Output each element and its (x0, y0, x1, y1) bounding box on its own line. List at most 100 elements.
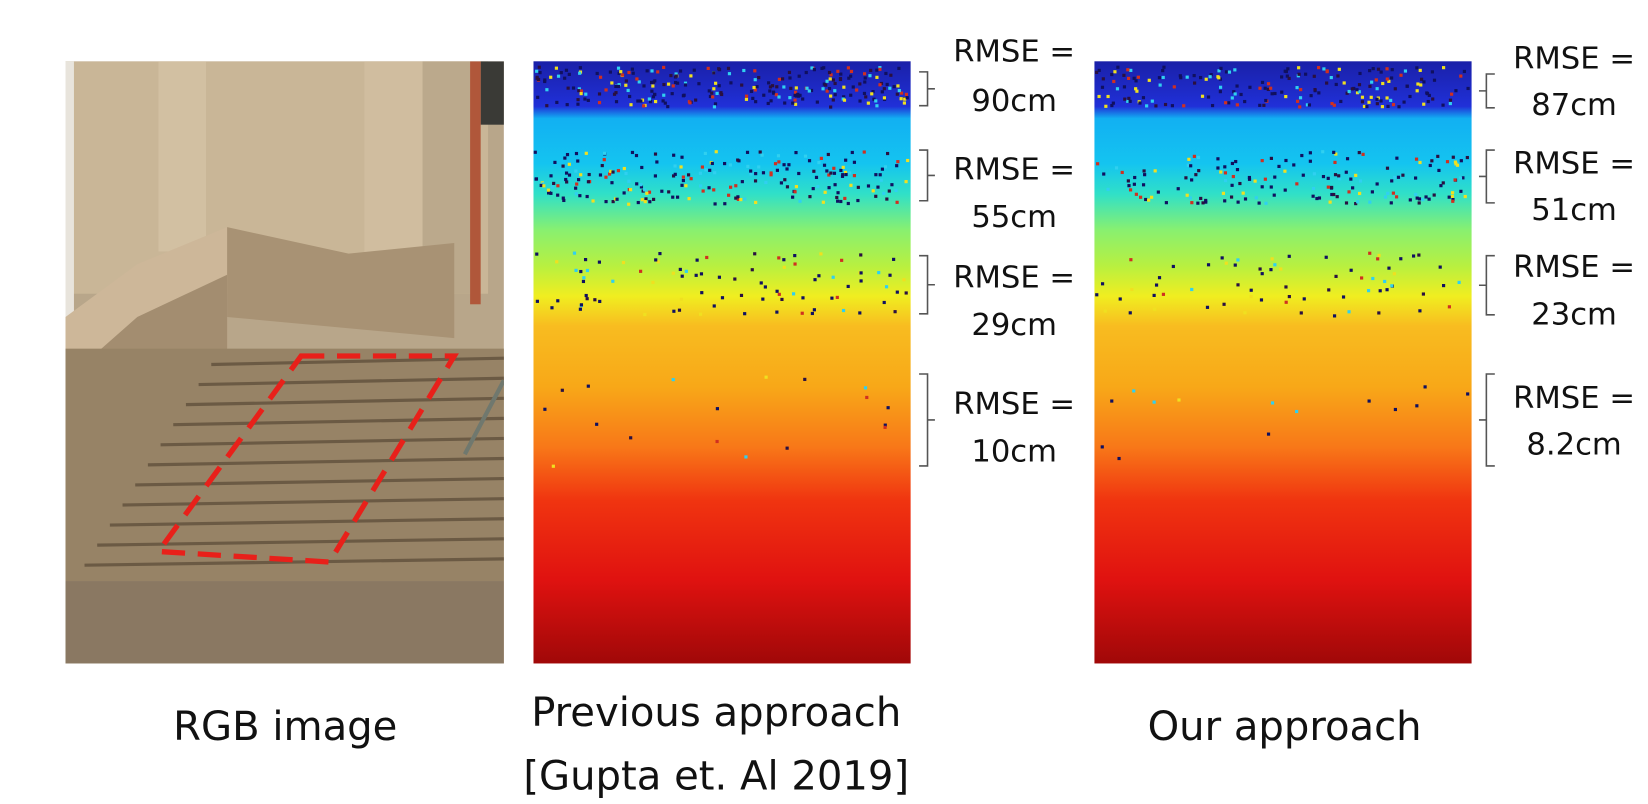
noise-dot (1420, 77, 1424, 81)
noise-dot (840, 174, 845, 178)
noise-dot (753, 88, 757, 92)
noise-dot (1247, 175, 1252, 180)
noise-dot (688, 101, 692, 105)
noise-dot (1327, 288, 1331, 292)
noise-dot (1120, 170, 1124, 175)
noise-dot (829, 73, 833, 77)
noise-dot (807, 159, 812, 163)
noise-dot (565, 180, 569, 184)
noise-dot (1391, 191, 1395, 195)
rmse-label: RMSE = (953, 387, 1075, 422)
noise-dot (863, 76, 867, 80)
noise-dot (1280, 90, 1284, 94)
noise-dot (1349, 177, 1353, 181)
noise-dot (1141, 183, 1146, 187)
noise-dot (1254, 196, 1258, 200)
noise-dot (704, 168, 708, 172)
noise-dot (644, 197, 648, 201)
noise-dot (879, 178, 883, 182)
noise-dot (850, 150, 854, 155)
noise-dot (614, 100, 619, 104)
noise-dot (1163, 102, 1168, 107)
noise-dot (830, 296, 834, 300)
noise-dot (833, 93, 837, 97)
noise-dot (1253, 179, 1257, 183)
noise-dot (1106, 94, 1110, 99)
noise-dot (777, 160, 781, 164)
noise-dot (1106, 187, 1110, 191)
noise-dot (1421, 292, 1425, 296)
noise-dot (624, 171, 628, 176)
noise-dot (885, 82, 889, 87)
noise-dot (549, 191, 553, 195)
noise-dot (1221, 191, 1226, 195)
noise-dot (566, 86, 570, 90)
noise-dot (821, 87, 825, 91)
noise-dot (534, 177, 539, 181)
noise-dot (681, 175, 685, 179)
noise-dot (627, 179, 631, 183)
noise-dot (744, 97, 749, 101)
noise-dot (895, 92, 899, 96)
noise-dot (1264, 98, 1268, 103)
noise-dot (1223, 178, 1228, 183)
noise-dot (673, 172, 677, 176)
noise-dot (760, 153, 764, 157)
noise-dot (727, 72, 732, 76)
noise-dot (1247, 177, 1252, 181)
noise-dot (553, 160, 557, 164)
noise-dot (871, 189, 875, 193)
noise-dot (714, 81, 718, 85)
noise-dot (827, 70, 832, 75)
noise-dot (549, 75, 553, 79)
noise-dot (555, 260, 559, 264)
noise-dot (824, 83, 828, 87)
noise-dot (880, 90, 884, 94)
noise-dot (1227, 70, 1232, 74)
noise-dot (1315, 196, 1319, 201)
noise-dot (1408, 94, 1412, 99)
noise-dot (671, 271, 675, 275)
noise-dot (843, 196, 847, 201)
noise-dot (828, 77, 832, 81)
noise-dot (643, 312, 647, 317)
noise-dot (1113, 70, 1117, 74)
noise-dot (673, 80, 678, 85)
noise-dot (1201, 201, 1205, 205)
noise-dot (1223, 165, 1227, 169)
noise-dot (1199, 196, 1203, 201)
noise-dot (1233, 263, 1237, 267)
noise-dot (621, 260, 626, 265)
noise-dot (1326, 176, 1330, 180)
noise-dot (797, 171, 801, 176)
noise-dot (846, 66, 850, 70)
noise-dot (782, 258, 786, 262)
noise-dot (894, 188, 898, 192)
noise-dot (717, 275, 721, 279)
noise-dot (1123, 97, 1127, 101)
noise-dot (1190, 201, 1194, 205)
noise-dot (1229, 195, 1234, 199)
noise-dot (1158, 83, 1162, 87)
noise-dot (717, 67, 721, 71)
noise-dot (1266, 87, 1270, 91)
noise-dot (574, 192, 578, 196)
noise-dot (1263, 177, 1267, 181)
noise-dot (1332, 103, 1336, 107)
noise-dot (769, 99, 773, 103)
noise-dot (1459, 189, 1463, 193)
noise-dot (1466, 392, 1470, 396)
noise-dot (1259, 298, 1264, 302)
noise-dot (1332, 314, 1337, 318)
noise-dot (1210, 103, 1215, 108)
bracket (1478, 73, 1495, 109)
rmse-label: RMSE = (1513, 146, 1635, 181)
noise-dot (863, 80, 867, 84)
noise-dot (1177, 398, 1181, 402)
noise-dot (535, 69, 539, 73)
noise-dot (892, 85, 896, 89)
noise-dot (1150, 195, 1154, 199)
noise-dot (826, 152, 830, 157)
noise-dot (1375, 102, 1379, 106)
noise-dot (715, 407, 719, 411)
